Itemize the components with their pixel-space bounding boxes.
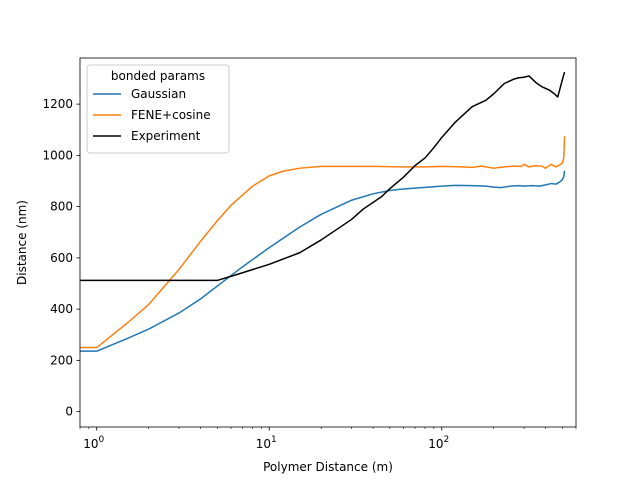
- x-axis-label: Polymer Distance (m): [263, 460, 393, 474]
- x-tick-label: 100: [83, 435, 104, 451]
- y-tick-label: 1200: [42, 97, 73, 111]
- y-tick-label: 200: [50, 353, 73, 367]
- axes: 0 200 400 600 800 1000 1200 100 101 102 Polymer Di…: [15, 57, 577, 474]
- x-tick-label: 101: [256, 435, 277, 451]
- legend: bonded params Gaussian FENE+cosine Experime…: [86, 64, 230, 154]
- series-line-experiment: [80, 71, 566, 282]
- x-tick-label: 102: [428, 435, 449, 451]
- y-axis-label: Distance (nm): [15, 200, 29, 285]
- legend-entry-label: Experiment: [131, 129, 201, 143]
- y-tick-label: 1000: [42, 148, 73, 162]
- y-tick-label: 400: [50, 302, 73, 316]
- y-tick-label: 600: [50, 251, 73, 265]
- series-line-fene-cosine: [80, 136, 566, 349]
- y-tick-label: 800: [50, 200, 73, 214]
- axes-frame: [79, 57, 577, 428]
- legend-entry-label: FENE+cosine: [131, 108, 211, 122]
- legend-box: [86, 64, 230, 154]
- legend-title: bonded params: [111, 69, 205, 83]
- plot-area: [80, 71, 566, 352]
- y-tick-label: 0: [65, 405, 73, 419]
- legend-entry-label: Gaussian: [131, 87, 186, 101]
- series-line-gaussian: [80, 170, 566, 352]
